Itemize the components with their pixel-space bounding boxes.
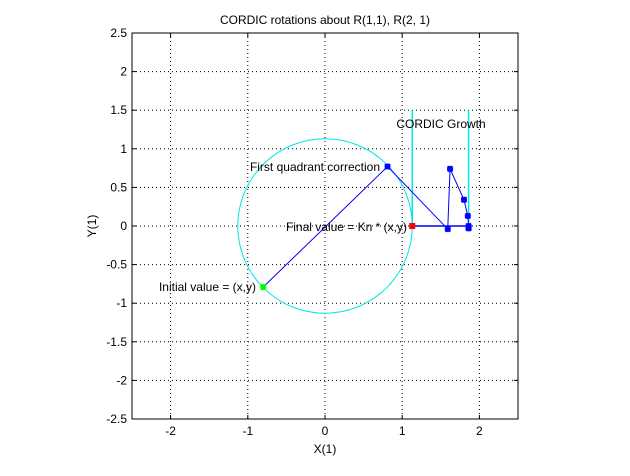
initial-point-marker <box>260 283 267 291</box>
y-tick-label: 2 <box>120 65 127 79</box>
x-axis-label: X(1) <box>314 442 337 456</box>
path-point-marker <box>464 212 472 220</box>
y-tick-label: 1.5 <box>110 103 127 117</box>
y-tick-label: -0.5 <box>106 258 127 272</box>
path-point-marker <box>465 224 472 231</box>
y-tick-label: -2 <box>116 373 127 387</box>
annotation-growth: CORDIC Growth <box>396 117 485 131</box>
x-tick-label: 2 <box>476 424 483 438</box>
path-point-marker <box>446 165 454 173</box>
y-tick-label: -1 <box>116 296 127 310</box>
y-tick-label: 1 <box>120 142 127 156</box>
x-tick-label: -2 <box>165 424 176 438</box>
final-point-marker <box>409 223 416 229</box>
path-point-marker <box>460 196 468 203</box>
x-tick-label: -1 <box>242 424 253 438</box>
y-tick-label: 0 <box>120 219 127 233</box>
y-tick-label: 2.5 <box>110 26 127 40</box>
annotation-initial: Initial value = (x,y) <box>159 280 256 294</box>
annotation-correction: First quadrant correction <box>250 160 380 174</box>
y-axis-label: Y(1) <box>85 215 99 238</box>
path-point-marker <box>444 225 451 233</box>
y-tick-label: -1.5 <box>106 335 127 349</box>
annotation-final: Final value = Kn * (x,y) <box>286 220 407 234</box>
path-point-marker <box>384 163 391 170</box>
y-tick-label: -2.5 <box>106 412 127 426</box>
x-tick-label: 0 <box>322 424 329 438</box>
y-tick-label: 0.5 <box>110 180 127 194</box>
x-tick-label: 1 <box>399 424 406 438</box>
chart-title: CORDIC rotations about R(1,1), R(2, 1) <box>220 13 430 27</box>
